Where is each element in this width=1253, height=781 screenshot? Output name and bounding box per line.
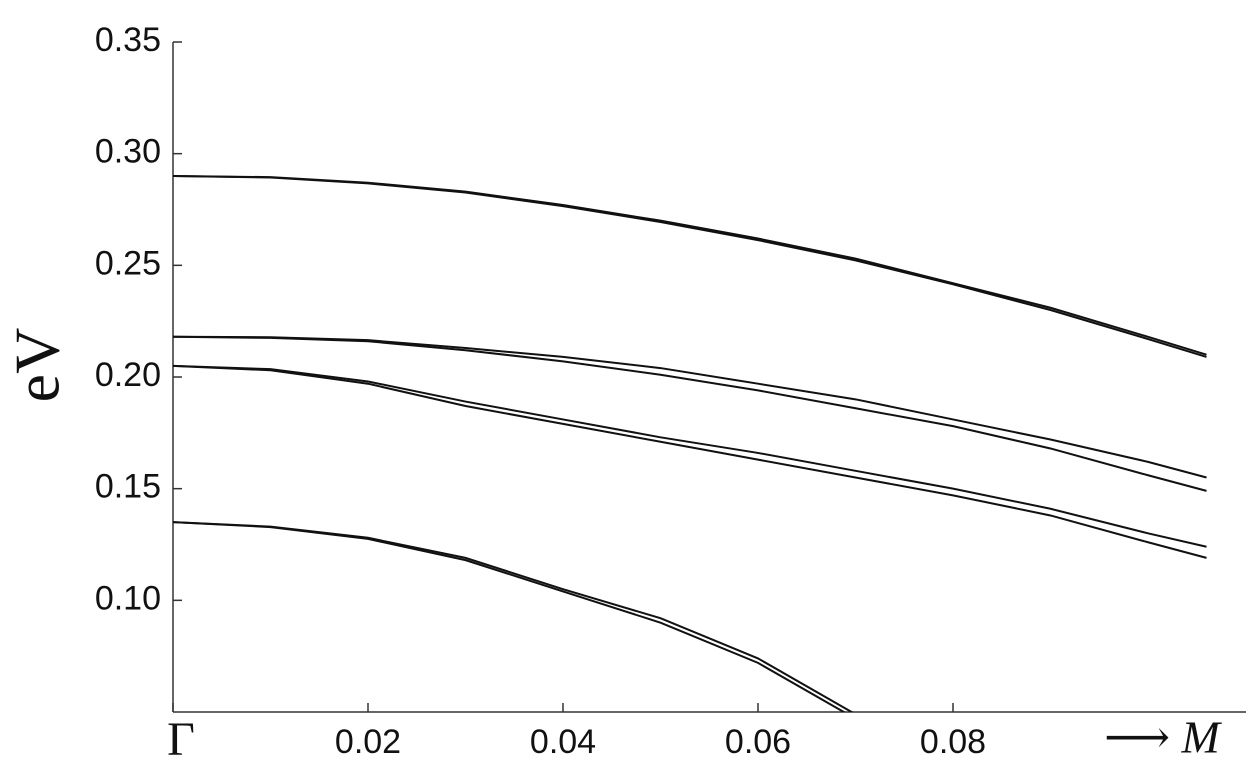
band-line [173,521,854,712]
y-tick-label: 0.10 [95,579,161,617]
band-line [173,175,1207,358]
plot-area [173,175,1207,712]
band-line [173,335,1207,492]
band-line [173,335,1207,479]
y-tick-label: 0.35 [95,21,161,59]
x-tick-label: Γ [167,713,195,766]
band-line [173,364,1207,548]
x-end-annotation: ⟶ M [1104,712,1222,763]
x-tick-label: 0.06 [725,723,791,761]
band-line [173,521,846,712]
y-tick-label: 0.20 [95,356,161,394]
y-tick-label: 0.30 [95,133,161,171]
band-line [173,175,1207,356]
band-line [173,364,1207,559]
x-tick-label: 0.02 [335,723,401,761]
x-tick-label: 0.08 [920,723,986,761]
y-tick-label: 0.15 [95,468,161,506]
y-tick-label: 0.25 [95,244,161,282]
y-axis-label: eV [2,328,73,403]
x-tick-label: 0.04 [530,723,596,761]
